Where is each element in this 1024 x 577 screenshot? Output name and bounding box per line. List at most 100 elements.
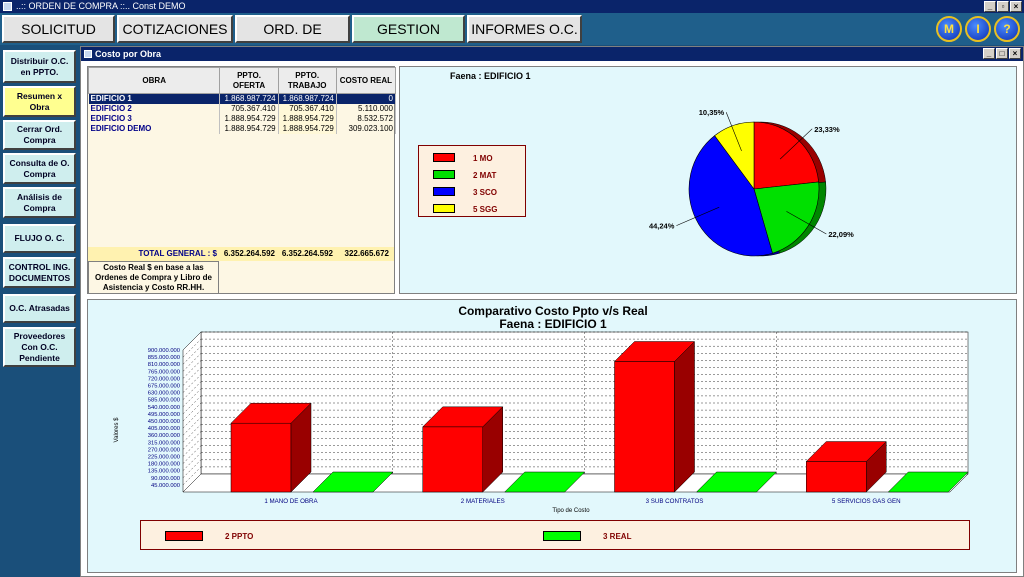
sidebar-item-resumen-obra[interactable]: Resumen x Obra bbox=[3, 86, 76, 117]
y-tick-label: 675.000.000 bbox=[148, 384, 180, 390]
legend-label-real: 3 REAL bbox=[603, 532, 632, 541]
pie-leader-line bbox=[676, 206, 720, 226]
legend-swatch-sgg bbox=[433, 204, 455, 213]
y-tick-label: 540.000.000 bbox=[148, 405, 180, 411]
sidebar-item-proveedores-pendiente[interactable]: Proveedores Con O.C. Pendiente bbox=[3, 327, 76, 367]
col-header-obra[interactable]: OBRA bbox=[87, 67, 221, 94]
grid-line-side bbox=[182, 374, 202, 393]
pie-pct-label: 23,33% bbox=[814, 125, 840, 134]
total-label: TOTAL GENERAL : $ bbox=[138, 249, 217, 258]
col-header-ppto-oferta[interactable]: PPTO. OFERTA bbox=[219, 67, 279, 94]
subwindow-title: Costo por Obra bbox=[95, 49, 162, 59]
bar-front[interactable] bbox=[614, 361, 675, 493]
bar-top bbox=[887, 471, 969, 493]
sidebar-item-distribuir[interactable]: Distribuir O.C. en PPTO. bbox=[3, 50, 76, 83]
grid-line-side bbox=[182, 381, 202, 400]
bar-front[interactable] bbox=[806, 461, 867, 493]
sub-close-button[interactable]: × bbox=[1009, 48, 1021, 59]
cell-obra: EDIFICIO 2 bbox=[88, 103, 221, 114]
sidebar-item-analisis-compra[interactable]: Análisis de Compra bbox=[3, 187, 76, 218]
y-tick-label: 180.000.000 bbox=[148, 462, 180, 468]
grid-line-side bbox=[182, 346, 202, 365]
tab-solicitud[interactable]: SOLICITUD bbox=[2, 15, 115, 43]
grid-line-side bbox=[182, 402, 202, 422]
grid-line-side bbox=[182, 409, 202, 429]
table-row[interactable]: EDIFICIO 1 1.868.987.724 1.868.987.724 0 bbox=[88, 93, 397, 104]
grid-line-side bbox=[182, 466, 202, 486]
window-title: ..:: ORDEN DE COMPRA ::.. Const DEMO bbox=[16, 1, 186, 11]
bar-top bbox=[613, 341, 696, 362]
grid-line-side bbox=[182, 360, 202, 379]
help-round-button[interactable]: ? bbox=[994, 16, 1020, 42]
sidebar-item-cerrar-compra[interactable]: Cerrar Ord. Compra bbox=[3, 120, 76, 150]
bar-chart-title: Comparativo Costo Ppto v/s Real bbox=[458, 304, 647, 318]
tab-ord-de-compra[interactable]: ORD. DE COMPRA bbox=[235, 15, 350, 61]
pie-slice[interactable] bbox=[753, 181, 820, 254]
grid-line-side bbox=[182, 438, 202, 457]
legend-swatch-mat bbox=[433, 170, 455, 179]
costo-real-note: Costo Real $ en base a las Ordenes de Co… bbox=[88, 261, 219, 294]
sub-minimize-button[interactable]: _ bbox=[983, 48, 995, 59]
y-tick-label: 585.000.000 bbox=[148, 398, 180, 404]
sidebar-item-flujo-oc[interactable]: FLUJO O. C. bbox=[3, 224, 76, 253]
cell-obra: EDIFICIO 1 bbox=[88, 93, 221, 104]
legend-swatch-mo bbox=[433, 153, 455, 162]
grid-line-side bbox=[182, 445, 202, 464]
grid-line-side bbox=[182, 459, 202, 478]
m-round-button[interactable]: M bbox=[936, 16, 962, 42]
pie-pct-label: 44,24% bbox=[649, 222, 675, 231]
tab-informes-oc[interactable]: INFORMES O.C. bbox=[467, 15, 582, 43]
table-row[interactable]: EDIFICIO 2 705.367.410 705.367.410 5.110… bbox=[88, 103, 397, 114]
pie-leader-line bbox=[779, 128, 813, 160]
cell-oferta: 1.888.954.729 bbox=[219, 113, 279, 124]
legend-label-sgg: 5 SGG bbox=[473, 205, 498, 214]
bar-front[interactable] bbox=[422, 426, 483, 493]
table-row[interactable]: EDIFICIO 3 1.888.954.729 1.888.954.729 8… bbox=[88, 113, 397, 124]
y-tick-label: 855.000.000 bbox=[148, 355, 180, 361]
tab-gestion[interactable]: GESTION bbox=[352, 15, 465, 43]
y-tick-label: 90.000.000 bbox=[151, 476, 180, 482]
bar-top bbox=[805, 441, 887, 462]
cell-real: 0 bbox=[336, 93, 397, 104]
sidebar-item-control-documentos[interactable]: CONTROL ING. DOCUMENTOS bbox=[3, 257, 76, 288]
legend-label-mat: 2 MAT bbox=[473, 171, 497, 180]
pie-leader-line bbox=[786, 211, 827, 235]
y-tick-label: 405.000.000 bbox=[148, 426, 180, 432]
bar-chart-xlabel: Tipo de Costo bbox=[552, 508, 590, 514]
legend-label-mo: 1 MO bbox=[473, 154, 493, 163]
bar-top bbox=[504, 471, 586, 493]
restore-button[interactable]: ▫ bbox=[997, 1, 1009, 12]
tab-cotizaciones[interactable]: COTIZACIONES bbox=[117, 15, 233, 43]
legend-swatch-sco bbox=[433, 187, 455, 196]
pie-slice[interactable] bbox=[714, 121, 755, 190]
x-tick-label: 2 MATERIALES bbox=[461, 498, 505, 505]
pie-slice[interactable] bbox=[753, 121, 819, 190]
y-tick-label: 45.000.000 bbox=[151, 483, 180, 489]
sidebar-item-consulta-compra[interactable]: Consulta de O. Compra bbox=[3, 153, 76, 184]
grid-line-side bbox=[182, 395, 202, 415]
table-row[interactable]: EDIFICIO DEMO 1.888.954.729 1.888.954.72… bbox=[88, 123, 397, 134]
total-real: 322.665.672 bbox=[344, 249, 390, 258]
bar-front[interactable] bbox=[230, 422, 292, 493]
grid-line-side bbox=[182, 353, 202, 372]
x-tick-label: 1 MANO DE OBRA bbox=[264, 498, 318, 505]
sidebar-item-oc-atrasadas[interactable]: O.C. Atrasadas bbox=[3, 294, 76, 323]
y-tick-label: 360.000.000 bbox=[148, 433, 180, 439]
cell-trabajo: 1.888.954.729 bbox=[278, 113, 337, 124]
y-tick-label: 270.000.000 bbox=[148, 447, 180, 453]
sub-maximize-button[interactable]: □ bbox=[996, 48, 1008, 59]
info-round-button[interactable]: I bbox=[965, 16, 991, 42]
cell-trabajo: 705.367.410 bbox=[278, 103, 337, 114]
pie-pct-label: 10,35% bbox=[699, 108, 725, 117]
bar-top bbox=[695, 471, 778, 493]
bar-top bbox=[230, 402, 312, 424]
col-header-ppto-trabajo[interactable]: PPTO. TRABAJO bbox=[277, 67, 337, 94]
col-header-costo-real[interactable]: COSTO REAL bbox=[335, 67, 397, 94]
bar-chart-ylabel: Valores $ bbox=[114, 417, 120, 443]
pie-legend: 1 MO 2 MAT 3 SCO 5 SGG bbox=[418, 145, 526, 217]
pie-chart-title: Faena : EDIFICIO 1 bbox=[450, 71, 531, 81]
minimize-button[interactable]: _ bbox=[984, 1, 996, 12]
pie-slice[interactable] bbox=[688, 135, 773, 257]
pie-chart-panel: Faena : EDIFICIO 1 1 MO 2 MAT 3 SCO 5 SG… bbox=[399, 66, 1017, 294]
close-button[interactable]: × bbox=[1010, 1, 1022, 12]
